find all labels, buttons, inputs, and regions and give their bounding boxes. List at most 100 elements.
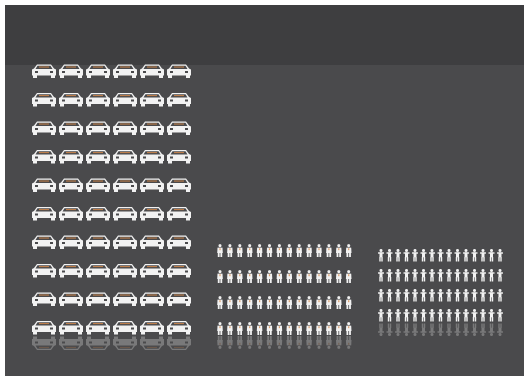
car-icon — [86, 292, 110, 306]
cyclist-icon — [412, 309, 418, 322]
cyclist-reflection — [488, 323, 495, 336]
commuter-icon — [276, 270, 283, 283]
car-icon — [86, 121, 110, 135]
cyclist-icon — [378, 269, 384, 282]
car-icon — [113, 321, 137, 335]
commuter-reflection — [217, 336, 223, 349]
commuter-icon — [345, 296, 352, 309]
car-icon — [140, 178, 164, 192]
cyclist-icon — [497, 309, 503, 322]
cyclist-icon — [420, 269, 427, 282]
commuter-icon — [336, 322, 342, 335]
cyclist-reflection — [403, 323, 410, 336]
commuter-icon — [316, 322, 322, 335]
car-icon — [59, 235, 83, 249]
commuter-icon — [276, 244, 283, 257]
car-reflection — [140, 336, 164, 350]
cyclist-icon — [386, 269, 393, 282]
cyclist-icon — [412, 289, 418, 302]
car-icon — [167, 64, 191, 78]
car-icon — [86, 150, 110, 164]
car-reflection — [167, 336, 191, 350]
cyclist-icon — [437, 269, 444, 282]
cyclist-icon — [471, 309, 478, 322]
cyclist-icon — [420, 249, 427, 262]
car-icon — [140, 321, 164, 335]
car-icon — [140, 150, 164, 164]
car-reflection — [113, 336, 137, 350]
car-icon — [59, 64, 83, 78]
commuter-reflection — [336, 336, 342, 349]
cyclist-reflection — [395, 323, 401, 336]
cyclist-icon — [386, 289, 393, 302]
car-icon — [113, 264, 137, 278]
cyclist-icon — [471, 269, 478, 282]
car-icon — [167, 235, 191, 249]
cyclist-icon — [454, 249, 461, 262]
cyclist-icon — [454, 269, 461, 282]
car-reflection — [86, 336, 110, 350]
commuter-icon — [326, 244, 332, 257]
cyclist-icon — [463, 289, 469, 302]
car-icon — [113, 64, 137, 78]
commuter-icon — [256, 270, 263, 283]
cyclist-icon — [488, 309, 495, 322]
commuter-icon — [246, 322, 253, 335]
commuter-icon — [296, 244, 302, 257]
cyclist-reflection — [378, 323, 384, 336]
car-icon — [167, 264, 191, 278]
car-icon — [32, 235, 56, 249]
commuter-icon — [345, 270, 352, 283]
cyclist-icon — [378, 249, 384, 262]
cyclist-reflection — [429, 323, 435, 336]
cyclist-icon — [412, 269, 418, 282]
cyclist-icon — [420, 289, 427, 302]
cyclist-icon — [488, 289, 495, 302]
cyclist-reflection — [446, 323, 452, 336]
commuter-icon — [306, 322, 312, 335]
cyclist-icon — [454, 289, 461, 302]
cyclist-icon — [454, 309, 461, 322]
car-icon — [32, 64, 56, 78]
car-icon — [86, 178, 110, 192]
commuter-icon — [227, 270, 233, 283]
cyclist-icon — [429, 309, 435, 322]
commuter-icon — [266, 296, 273, 309]
car-icon — [32, 207, 56, 221]
car-icon — [59, 121, 83, 135]
cyclist-reflection — [480, 323, 486, 336]
commuter-reflection — [326, 336, 332, 349]
cyclist-icon — [429, 249, 435, 262]
car-icon — [32, 292, 56, 306]
car-icon — [59, 178, 83, 192]
cyclist-icon — [497, 289, 503, 302]
car-icon — [86, 321, 110, 335]
commuter-icon — [276, 322, 283, 335]
car-icon — [86, 64, 110, 78]
commuter-icon — [336, 244, 342, 257]
car-icon — [86, 264, 110, 278]
commuter-icon — [345, 244, 352, 257]
car-icon — [32, 150, 56, 164]
cyclist-icon — [497, 269, 503, 282]
car-icon — [113, 292, 137, 306]
cyclist-reflection — [412, 323, 418, 336]
car-icon — [113, 235, 137, 249]
cyclist-icon — [463, 309, 469, 322]
car-icon — [140, 292, 164, 306]
car-icon — [140, 207, 164, 221]
car-icon — [32, 178, 56, 192]
commuter-icon — [286, 244, 293, 257]
commuter-icon — [326, 270, 332, 283]
commuter-reflection — [276, 336, 283, 349]
commuter-icon — [256, 244, 263, 257]
cyclist-reflection — [437, 323, 444, 336]
cyclist-icon — [446, 309, 452, 322]
commuter-icon — [316, 270, 322, 283]
header-band — [5, 5, 524, 65]
commuter-reflection — [227, 336, 233, 349]
car-reflection — [59, 336, 83, 350]
car-icon — [167, 178, 191, 192]
car-icon — [140, 93, 164, 107]
car-icon — [113, 93, 137, 107]
